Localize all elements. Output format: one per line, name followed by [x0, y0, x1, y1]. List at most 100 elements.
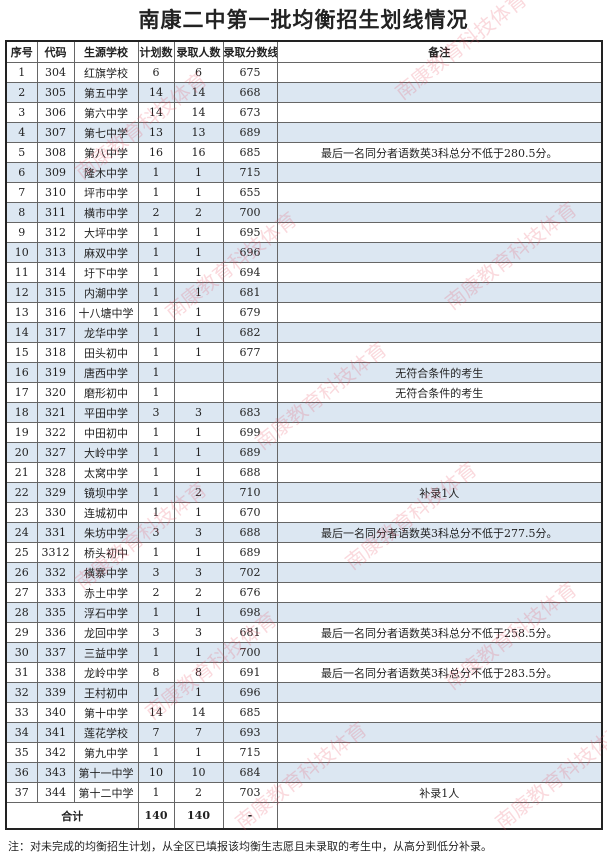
- cell-plan: 1: [137, 342, 175, 363]
- cell-code: 315: [36, 282, 75, 303]
- cell-remark: [276, 502, 603, 523]
- cell-remark: [276, 282, 603, 303]
- cell-seq: 25: [5, 542, 38, 563]
- cell-remark: [276, 642, 603, 663]
- cell-seq: 11: [5, 262, 38, 283]
- cell-plan: 1: [137, 782, 175, 803]
- cell-admitted: 1: [173, 182, 224, 203]
- cell-code: 311: [36, 202, 75, 223]
- cell-plan: 10: [137, 762, 175, 783]
- cell-code: 344: [36, 782, 75, 803]
- cell-plan: 1: [137, 742, 175, 763]
- cell-plan: 14: [137, 82, 175, 103]
- cell-seq: 17: [5, 382, 38, 403]
- table-row: 16 319 唐西中学 1 无符合条件的考生: [5, 362, 603, 383]
- cell-code: 313: [36, 242, 75, 263]
- cell-score: 683: [222, 402, 278, 423]
- cell-score: 681: [222, 282, 278, 303]
- cell-school: 太窝中学: [73, 462, 139, 483]
- cell-score: 685: [222, 702, 278, 723]
- cell-seq: 2: [5, 82, 38, 103]
- total-label: 合计: [5, 802, 139, 830]
- cell-plan: 1: [137, 262, 175, 283]
- total-score: -: [222, 802, 278, 830]
- cell-plan: 8: [137, 662, 175, 683]
- cell-seq: 35: [5, 742, 38, 763]
- cell-remark: [276, 322, 603, 343]
- cell-code: 335: [36, 602, 75, 623]
- cell-school: 大岭中学: [73, 442, 139, 463]
- cell-school: 大坪中学: [73, 222, 139, 243]
- table-row: 6 309 隆木中学 1 1 715: [5, 162, 603, 183]
- page-title: 南康二中第一批均衡招生划线情况: [138, 7, 469, 32]
- cell-code: 319: [36, 362, 75, 383]
- cell-school: 第十中学: [73, 702, 139, 723]
- cell-remark: 补录1人: [276, 482, 603, 503]
- cell-admitted: 2: [173, 782, 224, 803]
- cell-seq: 18: [5, 402, 38, 423]
- cell-school: 第六中学: [73, 102, 139, 123]
- cell-score: 689: [222, 122, 278, 143]
- cell-remark: [276, 202, 603, 223]
- cell-plan: 1: [137, 642, 175, 663]
- table-row: 14 317 龙华中学 1 1 682: [5, 322, 603, 343]
- cell-plan: 1: [137, 422, 175, 443]
- cell-plan: 1: [137, 462, 175, 483]
- cell-seq: 37: [5, 782, 38, 803]
- cell-admitted: 3: [173, 562, 224, 583]
- table-row: 27 333 赤土中学 2 2 676: [5, 582, 603, 603]
- header-remark: 备注: [276, 40, 603, 63]
- cell-remark: [276, 702, 603, 723]
- cell-score: 715: [222, 162, 278, 183]
- cell-admitted: 1: [173, 342, 224, 363]
- cell-remark: 最后一名同分者语数英3科总分不低于283.5分。: [276, 662, 603, 683]
- cell-code: 309: [36, 162, 75, 183]
- cell-remark: [276, 102, 603, 123]
- total-row: 合计 140 140 -: [5, 802, 603, 830]
- cell-seq: 10: [5, 242, 38, 263]
- cell-school: 浮石中学: [73, 602, 139, 623]
- cell-seq: 36: [5, 762, 38, 783]
- cell-plan: 1: [137, 222, 175, 243]
- cell-admitted: 14: [173, 702, 224, 723]
- table-row: 23 330 连城初中 1 1 670: [5, 502, 603, 523]
- table-row: 13 316 十八塘中学 1 1 679: [5, 302, 603, 323]
- cell-code: 341: [36, 722, 75, 743]
- cell-seq: 4: [5, 122, 38, 143]
- cell-admitted: 1: [173, 322, 224, 343]
- cell-school: 唐西中学: [73, 362, 139, 383]
- cell-score: 685: [222, 142, 278, 163]
- cell-code: 333: [36, 582, 75, 603]
- cell-code: 314: [36, 262, 75, 283]
- cell-seq: 13: [5, 302, 38, 323]
- cell-score: 673: [222, 102, 278, 123]
- table-row: 31 338 龙岭中学 8 8 691 最后一名同分者语数英3科总分不低于283.5分。: [5, 662, 603, 683]
- cell-score: 684: [222, 762, 278, 783]
- cell-score: 681: [222, 622, 278, 643]
- cell-plan: 3: [137, 522, 175, 543]
- cell-admitted: 2: [173, 582, 224, 603]
- cell-remark: [276, 242, 603, 263]
- cell-admitted: 10: [173, 762, 224, 783]
- table-row: 17 320 磨形初中 1 无符合条件的考生: [5, 382, 603, 403]
- cell-school: 第七中学: [73, 122, 139, 143]
- cell-seq: 29: [5, 622, 38, 643]
- cell-remark: [276, 182, 603, 203]
- cell-school: 横市中学: [73, 202, 139, 223]
- cell-school: 朱坊中学: [73, 522, 139, 543]
- cell-code: 327: [36, 442, 75, 463]
- cell-remark: 补录1人: [276, 782, 603, 803]
- table-row: 10 313 麻双中学 1 1 696: [5, 242, 603, 263]
- cell-plan: 1: [137, 682, 175, 703]
- cell-seq: 12: [5, 282, 38, 303]
- cell-admitted: 14: [173, 102, 224, 123]
- cell-plan: 1: [137, 282, 175, 303]
- cell-code: 316: [36, 302, 75, 323]
- cell-remark: [276, 442, 603, 463]
- table-row: 5 308 第八中学 16 16 685 最后一名同分者语数英3科总分不低于280.5分。: [5, 142, 603, 163]
- cell-seq: 28: [5, 602, 38, 623]
- cell-seq: 3: [5, 102, 38, 123]
- cell-score: 655: [222, 182, 278, 203]
- cell-seq: 5: [5, 142, 38, 163]
- cell-code: 318: [36, 342, 75, 363]
